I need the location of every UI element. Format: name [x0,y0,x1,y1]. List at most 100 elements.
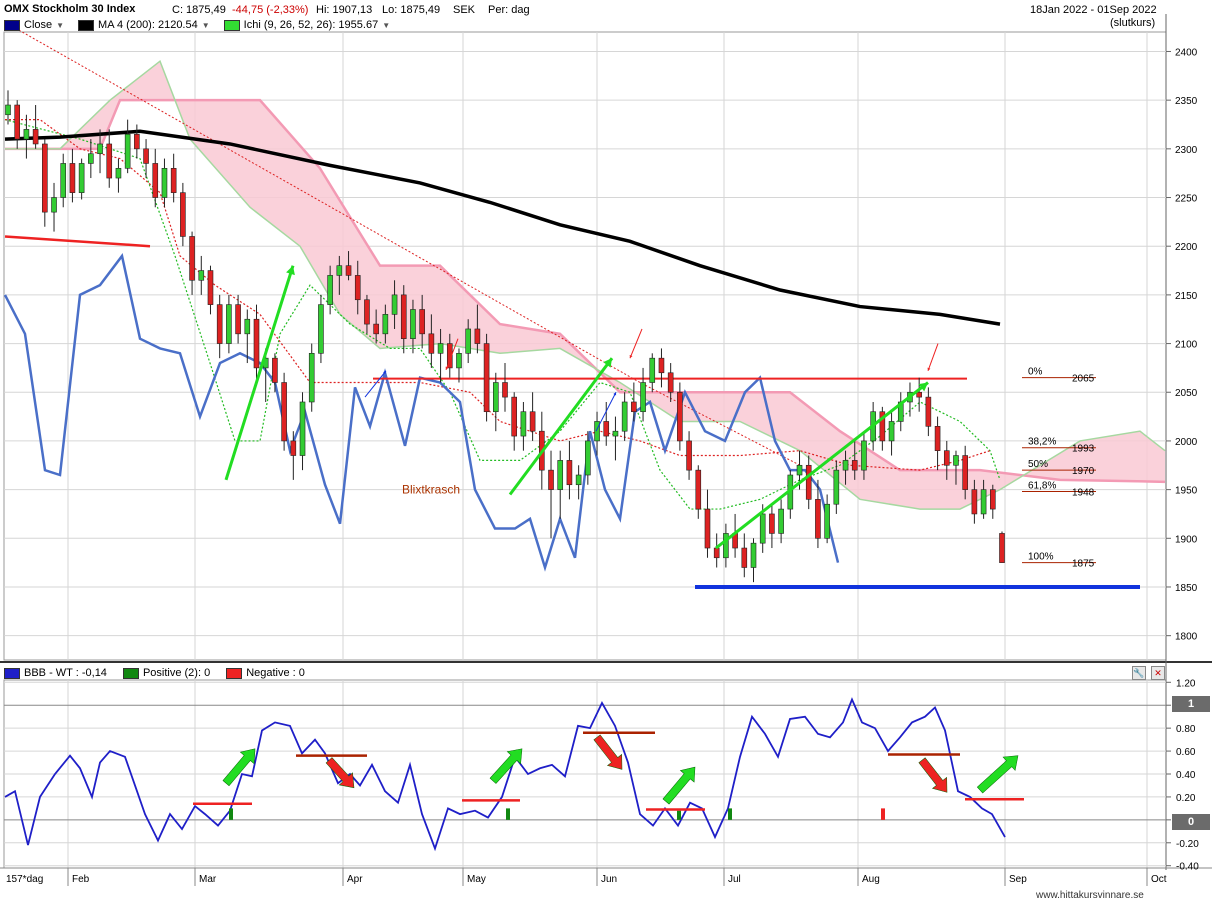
candle-body [446,343,453,369]
fib-value-label: 1948 [1072,488,1095,499]
tenkan-line [4,119,1001,510]
support-line-red [4,235,151,248]
uptrend-arrow-3-head [918,382,928,392]
candle-body [621,401,628,432]
bbb-line [4,697,1006,852]
bbb-arrow-down-1 [325,757,355,789]
pointer-arrow-blue-1 [364,370,387,398]
footer-url[interactable]: www.hittakursvinnare.se [1036,890,1144,901]
legend-ichi: Ichi (9, 26, 52, 26): 1955.67 [243,19,379,31]
candle-body [851,460,858,471]
candle-body [603,421,610,437]
y-label-1900: 1900 [1175,534,1198,545]
candle-body [88,153,94,164]
pointer-arrow-red-2 [629,328,643,359]
candle-body [640,382,646,413]
y-label-1950: 1950 [1175,486,1198,497]
bbb-box-one: 1 [1172,696,1210,712]
bbb-arrow-up-3 [662,766,696,805]
pointer-arrow-red-3 [927,343,939,372]
candle-body [327,275,333,305]
candle-body [548,469,554,490]
candle-body [677,391,683,442]
ma-dropdown-icon[interactable]: ▼ [201,20,210,30]
candle-body [373,323,379,335]
candle-body [483,343,490,413]
candle-body [364,299,370,325]
bbb-y-label: 1.20 [1176,678,1196,689]
close-line [3,253,840,572]
candle-body [290,440,297,456]
candle-body [594,421,600,442]
y-label-2400: 2400 [1175,47,1198,58]
fib-value-label: 1875 [1072,559,1095,570]
positive-bar [506,808,510,820]
period: Per: dag [488,4,530,16]
candle-body [566,460,573,486]
candle-body [474,328,481,344]
candle-body [842,460,849,471]
candle-body [437,343,444,354]
y-label-2200: 2200 [1175,242,1198,253]
candle-body [235,304,241,335]
candle-body [520,411,527,437]
positive-swatch [122,667,139,679]
month-label-mar: Mar [199,874,217,885]
candle-body [32,129,39,145]
settings-icon[interactable]: 🔧 [1132,666,1146,680]
candle-body [631,401,637,413]
y-label-2100: 2100 [1175,340,1198,351]
positive-bar [677,810,681,820]
candle-body [557,460,564,490]
pointer-arrow-blue-2-head [613,392,617,396]
negative-swatch [226,667,243,679]
candle-body [382,314,389,335]
candle-body [769,513,775,534]
month-label-feb: Feb [72,874,90,885]
candle-body [971,489,978,515]
candle-body [69,163,76,193]
candle-body [419,309,425,335]
candle-body [824,503,830,539]
bbb-arrow-up-1 [222,748,256,787]
candle-body [97,143,103,155]
legend-ma: MA 4 (200): 2120.54 [98,19,198,31]
bbb-swatch [4,667,20,679]
candle-body [879,411,886,442]
legend-negative: Negative : 0 [246,667,305,679]
candle-body [695,469,702,510]
candle-body [318,304,324,354]
date-range: 18Jan 2022 - 01Sep 2022 [1030,4,1157,16]
bbb-arrow-down-3-body [918,757,948,793]
close-panel-icon[interactable]: ✕ [1151,666,1165,680]
month-label-aug: Aug [862,874,880,885]
candle-body [741,547,748,568]
month-label-sep: Sep [1009,874,1027,885]
candle-body [5,104,11,116]
low-value: Lo: 1875,49 [382,4,441,16]
candle-body [750,542,757,568]
uptrend-arrow-3 [715,381,929,550]
y-label-2300: 2300 [1175,145,1198,156]
candle-body [281,382,287,442]
bbb-y-label: 0.20 [1176,793,1196,804]
candle-body [465,328,471,354]
candle-body [345,265,352,276]
lower-legend: BBB - WT : -0,14 Positive (2): 0 Negativ… [4,666,305,680]
bbb-arrow-up-4-body [976,755,1019,794]
candle-body [649,357,656,383]
pointer-arrow-blue-2 [595,392,617,432]
fib-pct-label: 61,8% [1028,481,1056,492]
positive-bar [728,808,732,820]
candle-body [934,426,941,451]
bbb-box-zero: 0 [1172,814,1210,830]
candle-body [511,396,518,437]
ichi-dropdown-icon[interactable]: ▼ [382,20,391,30]
close-dropdown-icon[interactable]: ▼ [56,20,65,30]
candle-body [410,309,416,339]
upper-plot-frame [3,31,1167,661]
uptrend-arrow-1-head [286,265,295,276]
candle-body [667,372,674,393]
bbb-arrow-down-3 [918,757,948,793]
candle-body [198,270,205,281]
